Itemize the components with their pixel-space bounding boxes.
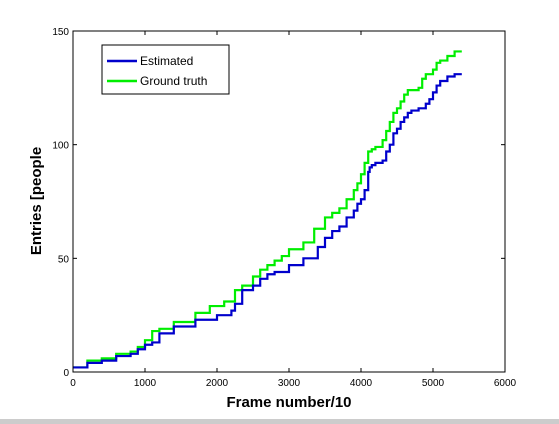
legend-label-estimated: Estimated (140, 54, 193, 68)
x-tick-label: 3000 (278, 378, 301, 389)
series-line-estimated (73, 73, 462, 369)
y-tick-label: 50 (58, 254, 70, 265)
legend-box (101, 44, 230, 95)
y-tick-label: 100 (52, 141, 69, 152)
y-tick-label: 150 (52, 27, 69, 38)
legend-label-ground-truth: Ground truth (140, 74, 207, 88)
x-tick-label: 5000 (422, 378, 445, 389)
y-axis-title: Entries [people (28, 147, 45, 255)
x-tick-label: 2000 (206, 378, 229, 389)
x-tick-label: 0 (70, 378, 76, 389)
series-layer (73, 50, 462, 369)
x-tick-label: 6000 (494, 378, 517, 389)
legend: Estimated Ground truth (101, 44, 230, 95)
x-tick-label: 4000 (350, 378, 373, 389)
x-tick-label: 1000 (134, 378, 157, 389)
series-line-ground-truth (73, 50, 462, 369)
y-tick-label: 0 (63, 368, 69, 379)
x-axis-title: Frame number/10 (226, 394, 351, 411)
ticks-layer: 0 1000 2000 3000 4000 5000 6000 0 50 100 150 (52, 27, 516, 389)
